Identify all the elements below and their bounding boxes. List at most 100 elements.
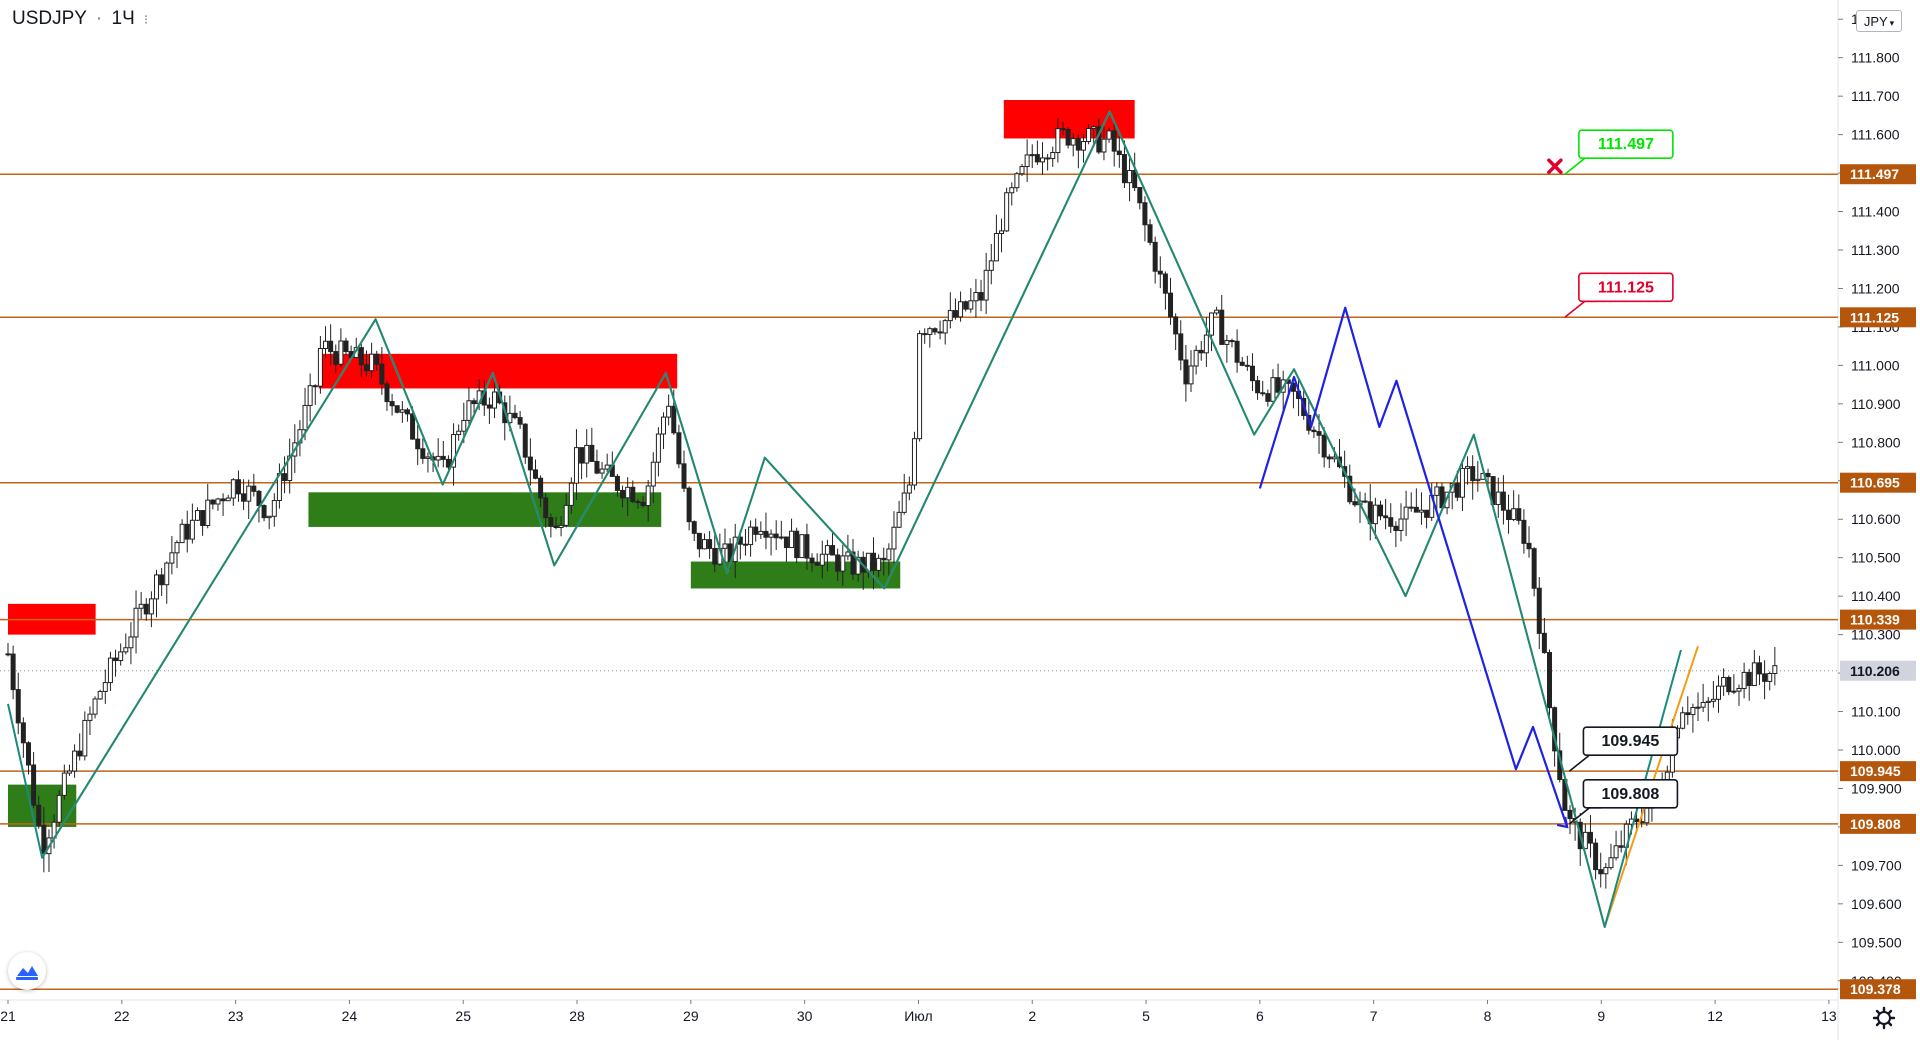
alert-2[interactable]: 109.945: [1568, 726, 1679, 772]
candle-body: [1321, 434, 1327, 458]
candle-body: [200, 510, 206, 526]
alerts-layer[interactable]: 111.497 111.125 109.945 109.808: [1547, 129, 1679, 825]
candle-body: [246, 485, 252, 502]
candle-body: [1219, 309, 1225, 345]
candle-body: [333, 351, 339, 365]
candle-body: [696, 532, 702, 550]
candle-body: [625, 486, 631, 499]
candle: [1188, 350, 1194, 392]
candle-body: [287, 455, 293, 482]
symbol-title[interactable]: USDJPY · 1Ч ⁝: [12, 8, 148, 30]
candle: [399, 401, 405, 423]
y-tick-label: 110.500: [1851, 550, 1901, 566]
levels-layer[interactable]: [0, 173, 1838, 990]
candle-body: [799, 534, 805, 559]
candle-body: [1710, 698, 1716, 702]
candle: [538, 475, 544, 508]
candle-body: [36, 804, 42, 826]
candle-body: [184, 523, 190, 540]
alert-pointer: [1564, 157, 1597, 175]
candle-body: [1116, 150, 1122, 156]
alert-pointer: [1568, 754, 1602, 772]
candle: [1208, 312, 1214, 352]
alert-1[interactable]: 111.125: [1564, 272, 1674, 318]
candle: [666, 394, 672, 426]
candle-body: [1521, 519, 1527, 544]
candle-body: [1690, 707, 1696, 716]
candle: [1593, 838, 1599, 880]
candle-body: [107, 657, 113, 684]
zones-layer: [8, 100, 1135, 827]
candle-body: [973, 292, 979, 302]
candle-body: [1746, 671, 1752, 687]
candle-body: [835, 554, 841, 572]
candle: [1516, 494, 1522, 525]
candle-body: [415, 438, 421, 450]
gear-icon[interactable]: [1870, 1004, 1898, 1032]
candle: [1367, 484, 1373, 541]
candle: [963, 300, 969, 312]
alert-0[interactable]: 111.497: [1547, 129, 1674, 175]
alert-pointer: [1564, 300, 1597, 318]
candle-body: [512, 412, 518, 419]
candle: [154, 569, 160, 618]
candle-body: [1403, 506, 1409, 520]
candle: [917, 330, 923, 442]
candle: [61, 764, 67, 800]
candle-body: [993, 233, 999, 262]
candle: [1127, 158, 1133, 202]
candle-body: [1352, 501, 1358, 506]
candle: [1147, 219, 1153, 246]
time-axis[interactable]: 21 22 23 24 25 28 29 30 Июл 2 5 6 7 8 9 12 13: [0, 1000, 1837, 1024]
candle: [31, 752, 37, 809]
x-tick-label: 2: [1028, 1008, 1036, 1024]
candle: [1183, 344, 1189, 402]
x-tick-label: 28: [569, 1008, 585, 1024]
candle-body: [56, 794, 62, 823]
candle: [968, 288, 974, 313]
candle-body: [72, 750, 78, 772]
candle: [1244, 355, 1250, 371]
candle: [1690, 703, 1696, 733]
candle: [169, 536, 175, 575]
candle-body: [102, 682, 108, 692]
x-tick-label: 30: [797, 1008, 813, 1024]
candle-body: [932, 328, 938, 333]
currency-select[interactable]: JPY ▾: [1856, 10, 1902, 32]
candle: [512, 404, 518, 420]
candle: [655, 427, 661, 477]
candle-body: [1255, 380, 1261, 394]
tradingview-logo-icon[interactable]: [8, 952, 46, 990]
candle-body: [676, 432, 682, 465]
alert-3[interactable]: 109.808: [1568, 779, 1679, 825]
candle: [1511, 490, 1517, 522]
candle-body: [1162, 273, 1168, 294]
candle-body: [978, 292, 984, 301]
candle-body: [1378, 504, 1383, 517]
candle: [620, 485, 626, 508]
candle-body: [399, 409, 405, 413]
candle: [1326, 454, 1332, 468]
candle: [568, 477, 574, 514]
candle: [205, 483, 211, 529]
price-axis[interactable]: 109.400109.500109.600109.700109.800109.9…: [1838, 11, 1916, 1000]
candle: [261, 504, 267, 522]
candle: [650, 452, 656, 504]
candle: [876, 554, 882, 578]
alert-box: [1582, 726, 1679, 756]
candle-body: [374, 353, 380, 365]
candle-body: [830, 545, 836, 556]
candle-body: [1408, 506, 1414, 509]
candle-body: [666, 405, 672, 418]
candle: [563, 493, 569, 528]
candle-body: [1511, 508, 1517, 521]
candle: [379, 346, 385, 395]
candle: [10, 645, 16, 700]
candle-body: [942, 320, 948, 334]
candle-body: [15, 689, 21, 724]
candle-body: [169, 552, 175, 564]
candle: [707, 531, 713, 560]
dots-icon[interactable]: ⁝: [144, 12, 149, 27]
